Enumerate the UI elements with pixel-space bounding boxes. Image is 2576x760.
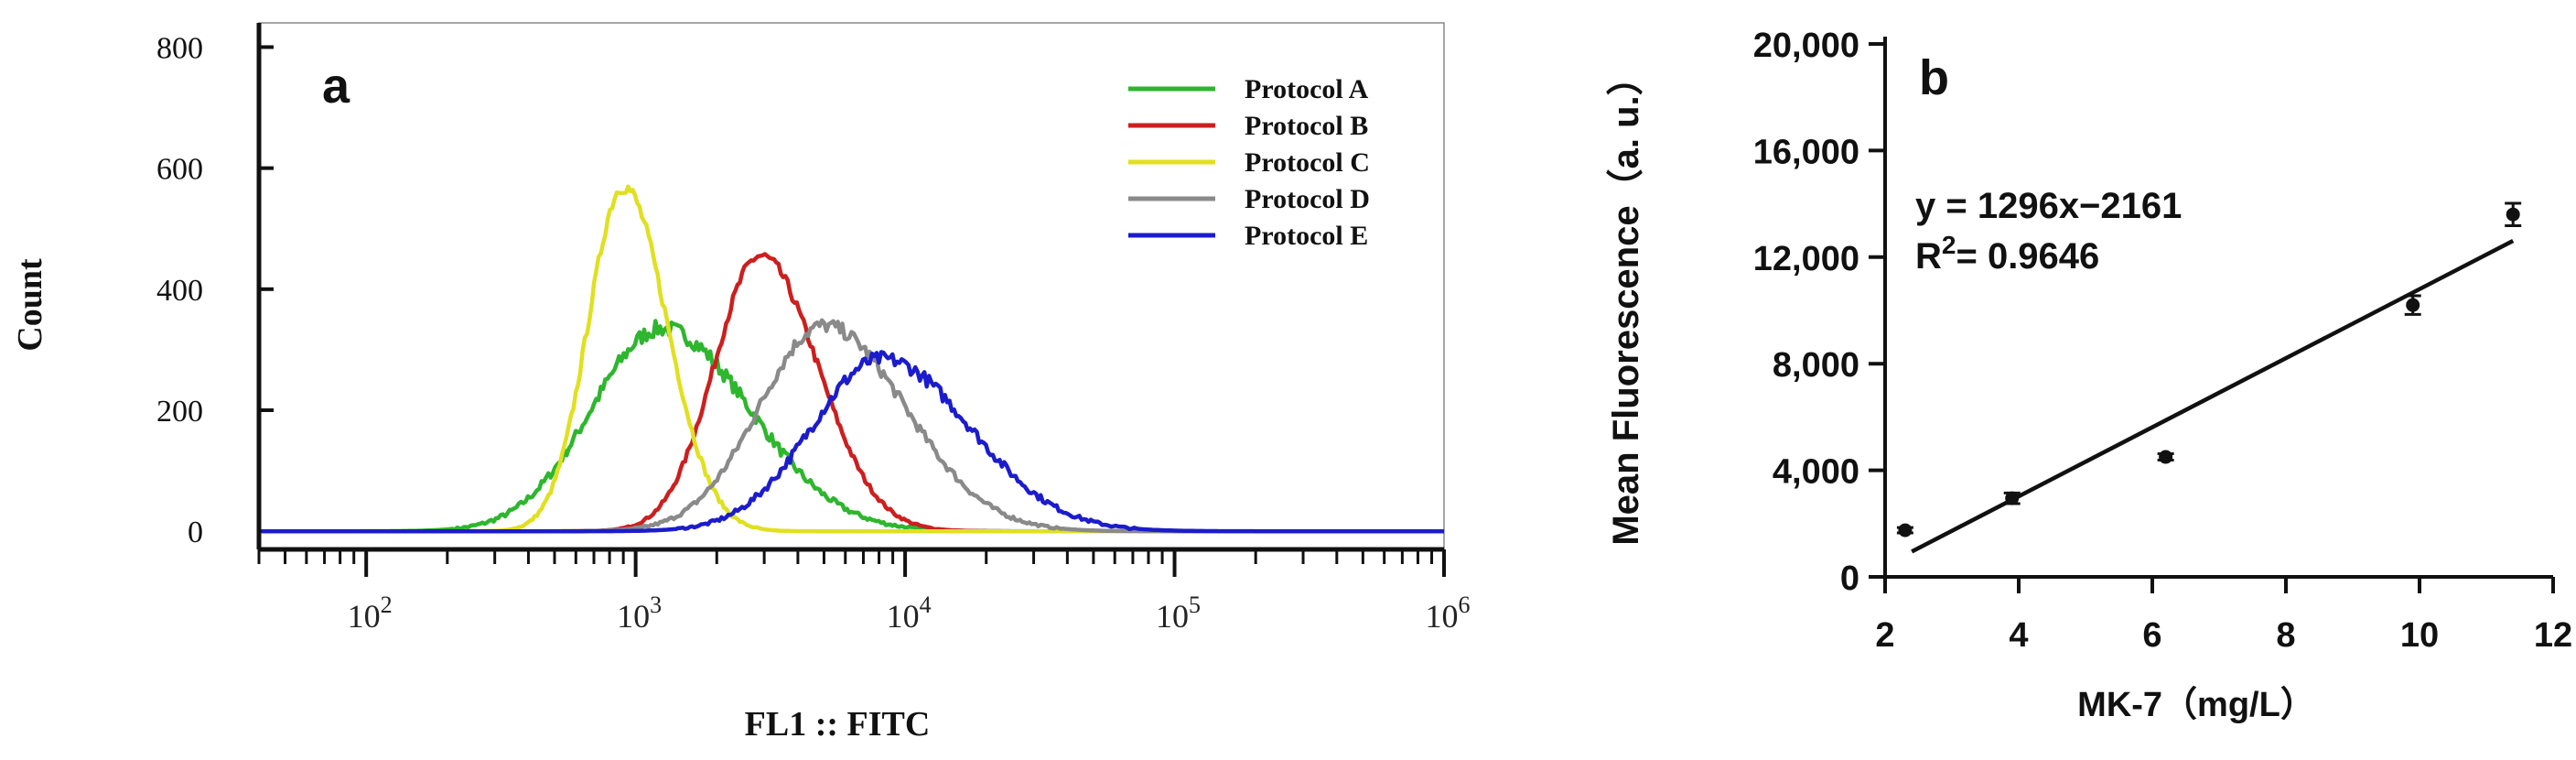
panel-b-y-tick-label: 20,000 (1753, 27, 1859, 65)
fit-equation: y = 1296x−2161 (1915, 186, 2182, 226)
r-superscript: 2 (1942, 231, 1956, 259)
series-line-protocol-b (262, 252, 1444, 534)
panel-b-y-tick-label: 0 (1840, 559, 1859, 598)
x-tick-exponent: 3 (650, 592, 662, 618)
data-point (2506, 207, 2520, 222)
r-value: = 0.9646 (1956, 236, 2099, 277)
panel-b-y-tick-label: 12,000 (1753, 240, 1859, 278)
panel-b-y-tick-label: 4,000 (1773, 453, 1859, 492)
x-tick-exponent: 6 (1459, 592, 1471, 618)
x-tick-base: 10 (1426, 598, 1459, 635)
panel-b-x-axis-label: MK-7（mg/L） (2077, 686, 2315, 724)
panel-b-label: b (1919, 50, 1949, 105)
panel-b-y-tick-label: 8,000 (1773, 346, 1859, 385)
panel-a-y-tick-label: 0 (188, 516, 203, 549)
panel-a-label: a (322, 59, 350, 114)
fit-line (1911, 238, 2515, 554)
legend-label: Protocol B (1245, 111, 1368, 141)
panel-a-curves (262, 184, 1444, 534)
legend-label: Protocol A (1245, 74, 1369, 104)
panel-a-y-tick-label: 600 (156, 153, 203, 187)
panel-b: 0 4,000 8,000 12,000 16,000 20,000 2 4 6 8 10 12 MK-… (1606, 27, 2572, 724)
x-tick-exponent: 5 (1189, 592, 1201, 618)
x-tick-base: 10 (1156, 598, 1189, 635)
data-point (1898, 523, 1913, 537)
panel-a-x-tick-label: 104 (887, 592, 932, 635)
x-tick-exponent: 4 (920, 592, 932, 618)
r-squared: R2= 0.9646 (1915, 231, 2099, 277)
data-point (2406, 298, 2420, 312)
panel-b-x-tick-label: 6 (2142, 616, 2161, 655)
panel-b-x-tick-label: 4 (2009, 616, 2028, 655)
panel-a-x-tick-label: 106 (1426, 592, 1471, 635)
r-label: R (1915, 236, 1942, 277)
panel-a-y-axis-label: Count (11, 258, 49, 352)
panel-a-x-tick-label: 105 (1156, 592, 1201, 635)
panel-a-legend: Protocol A Protocol B Protocol C Protocol D… (1128, 74, 1370, 251)
panel-a-x-axis-label: FL1 :: FITC (745, 705, 931, 744)
panel-a-y-tick-label: 400 (156, 274, 203, 308)
panel-b-x-tick-label: 8 (2276, 616, 2295, 655)
panel-b-x-tick-label: 12 (2534, 616, 2572, 655)
panel-a-y-tick-label: 800 (156, 31, 203, 65)
data-point (2005, 491, 2020, 505)
data-point (2159, 450, 2173, 464)
panel-b-x-tick-label: 10 (2400, 616, 2439, 655)
x-tick-base: 10 (887, 598, 920, 635)
panel-a-x-tick-label: 102 (348, 592, 393, 635)
panel-a-y-tick-label: 200 (156, 395, 203, 429)
panel-b-x-tick-label: 2 (1875, 616, 1894, 655)
panel-b-y-tick-label: 16,000 (1753, 133, 1859, 171)
x-tick-base: 10 (348, 598, 381, 635)
series-line-protocol-d (262, 318, 1444, 534)
series-line-protocol-a (262, 319, 1444, 534)
series-line-protocol-e (262, 350, 1444, 534)
legend-label: Protocol E (1245, 221, 1368, 251)
x-tick-base: 10 (617, 598, 650, 635)
panel-a-x-tick-label: 103 (617, 592, 662, 635)
legend-label: Protocol D (1245, 184, 1370, 214)
panel-b-y-axis-label: Mean Fluorescence（a. u.） (1606, 59, 1646, 545)
x-tick-exponent: 2 (381, 592, 393, 618)
legend-label: Protocol C (1245, 147, 1370, 178)
